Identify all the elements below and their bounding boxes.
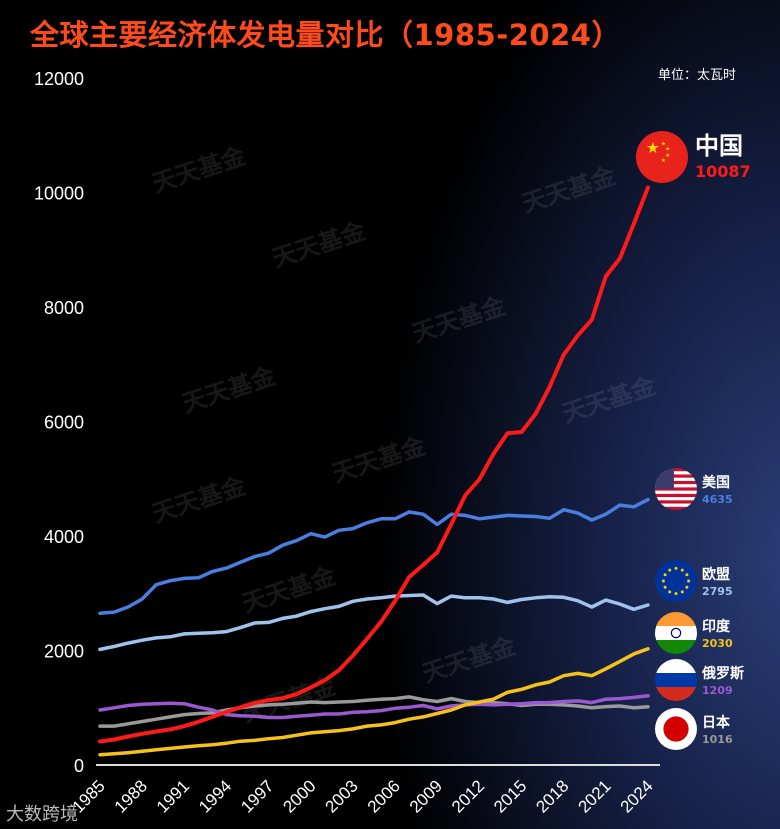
band [655,640,697,654]
band [655,687,697,701]
star: ★ [646,139,660,157]
x-tick-label: 2000 [279,776,319,816]
x-tick-label: 2018 [532,776,572,816]
star [685,573,689,577]
x-tick-label: 1997 [237,776,277,816]
stripe [655,490,697,495]
x-tick-label: 2003 [322,776,362,816]
flag-body [655,468,697,510]
stripe [655,477,697,482]
series-name-label: 日本 [702,714,731,731]
series-line-russia [98,694,650,720]
star [674,592,678,596]
y-tick-label: 10000 [34,184,84,204]
star: ★ [661,157,666,164]
stripe [655,487,697,492]
x-tick-label: 2009 [406,776,446,816]
star [663,585,667,589]
stripe [655,493,697,498]
eu-flag-icon [655,560,697,602]
star: ★ [661,140,666,147]
y-tick-label: 2000 [44,642,84,662]
series-name-label: 俄罗斯 [701,665,744,682]
y-tick-label: 0 [74,756,84,776]
star [674,566,678,570]
stripe [655,468,697,472]
series-name-label: 美国 [702,474,730,491]
star [680,590,684,594]
star: ★ [665,152,670,159]
flag-body [655,708,697,750]
x-tick-label: 2012 [448,776,488,816]
star [661,579,665,583]
star [668,590,672,594]
star [687,579,691,583]
series-value-label: 1016 [702,733,733,746]
flag-field [636,131,688,183]
band [655,659,697,674]
stripe [655,474,697,479]
sun [663,716,689,742]
stripe [655,503,697,508]
star: ★ [665,146,670,153]
usa-flag-icon [655,468,697,510]
series-line-eu [98,593,650,652]
stripe [655,506,697,510]
stripe [655,500,697,505]
series-value-label: 2795 [702,585,733,598]
series-line-japan [98,695,650,728]
unit-label: 单位：太瓦时 [658,68,737,83]
y-tick-label: 12000 [34,69,84,89]
footer-logo: 大数跨境 [6,804,78,825]
star [680,568,684,572]
russia-flag-icon [655,659,697,701]
x-tick-label: 2006 [364,776,404,816]
stripe [655,480,697,485]
series-line-india [98,647,650,757]
series-value-label: 10087 [695,162,751,181]
flag-field [655,560,697,602]
star [685,585,689,589]
stripe [655,497,697,501]
star [663,573,667,577]
series-line-usa [98,497,650,616]
y-tick-label: 4000 [44,527,84,547]
star [668,568,672,572]
series-value-label: 1209 [702,684,733,697]
flag-body [655,659,697,701]
band [655,626,697,641]
chakra [670,627,682,639]
china-flag-icon: ★ ★★★★ [636,131,688,183]
x-tick-label: 2015 [490,776,530,816]
x-tick-label: 2024 [617,776,657,816]
series-value-label: 4635 [702,493,733,506]
x-tick-label: 1988 [111,776,151,816]
stripe [655,471,697,475]
series-value-label: 2030 [702,637,733,650]
flag-body: ★ ★★★★ [636,131,688,183]
stripe [655,484,697,488]
series-name-label: 印度 [702,618,731,635]
flag-body [655,560,697,602]
japan-flag-icon [655,708,697,750]
y-tick-label: 6000 [44,413,84,433]
canton [655,468,674,489]
band [655,612,697,627]
series-name-label: 欧盟 [702,566,730,583]
series-name-label: 中国 [695,132,743,160]
x-tick-label: 1991 [153,776,193,816]
x-tick-label: 2021 [574,776,614,816]
band [655,673,697,688]
flag-body [655,612,697,654]
series-line-china [98,185,650,744]
y-tick-label: 8000 [44,298,84,318]
india-flag-icon [655,612,697,654]
chart-title: 全球主要经济体发电量对比（1985-2024） [30,18,621,52]
x-tick-label: 1994 [195,776,235,816]
